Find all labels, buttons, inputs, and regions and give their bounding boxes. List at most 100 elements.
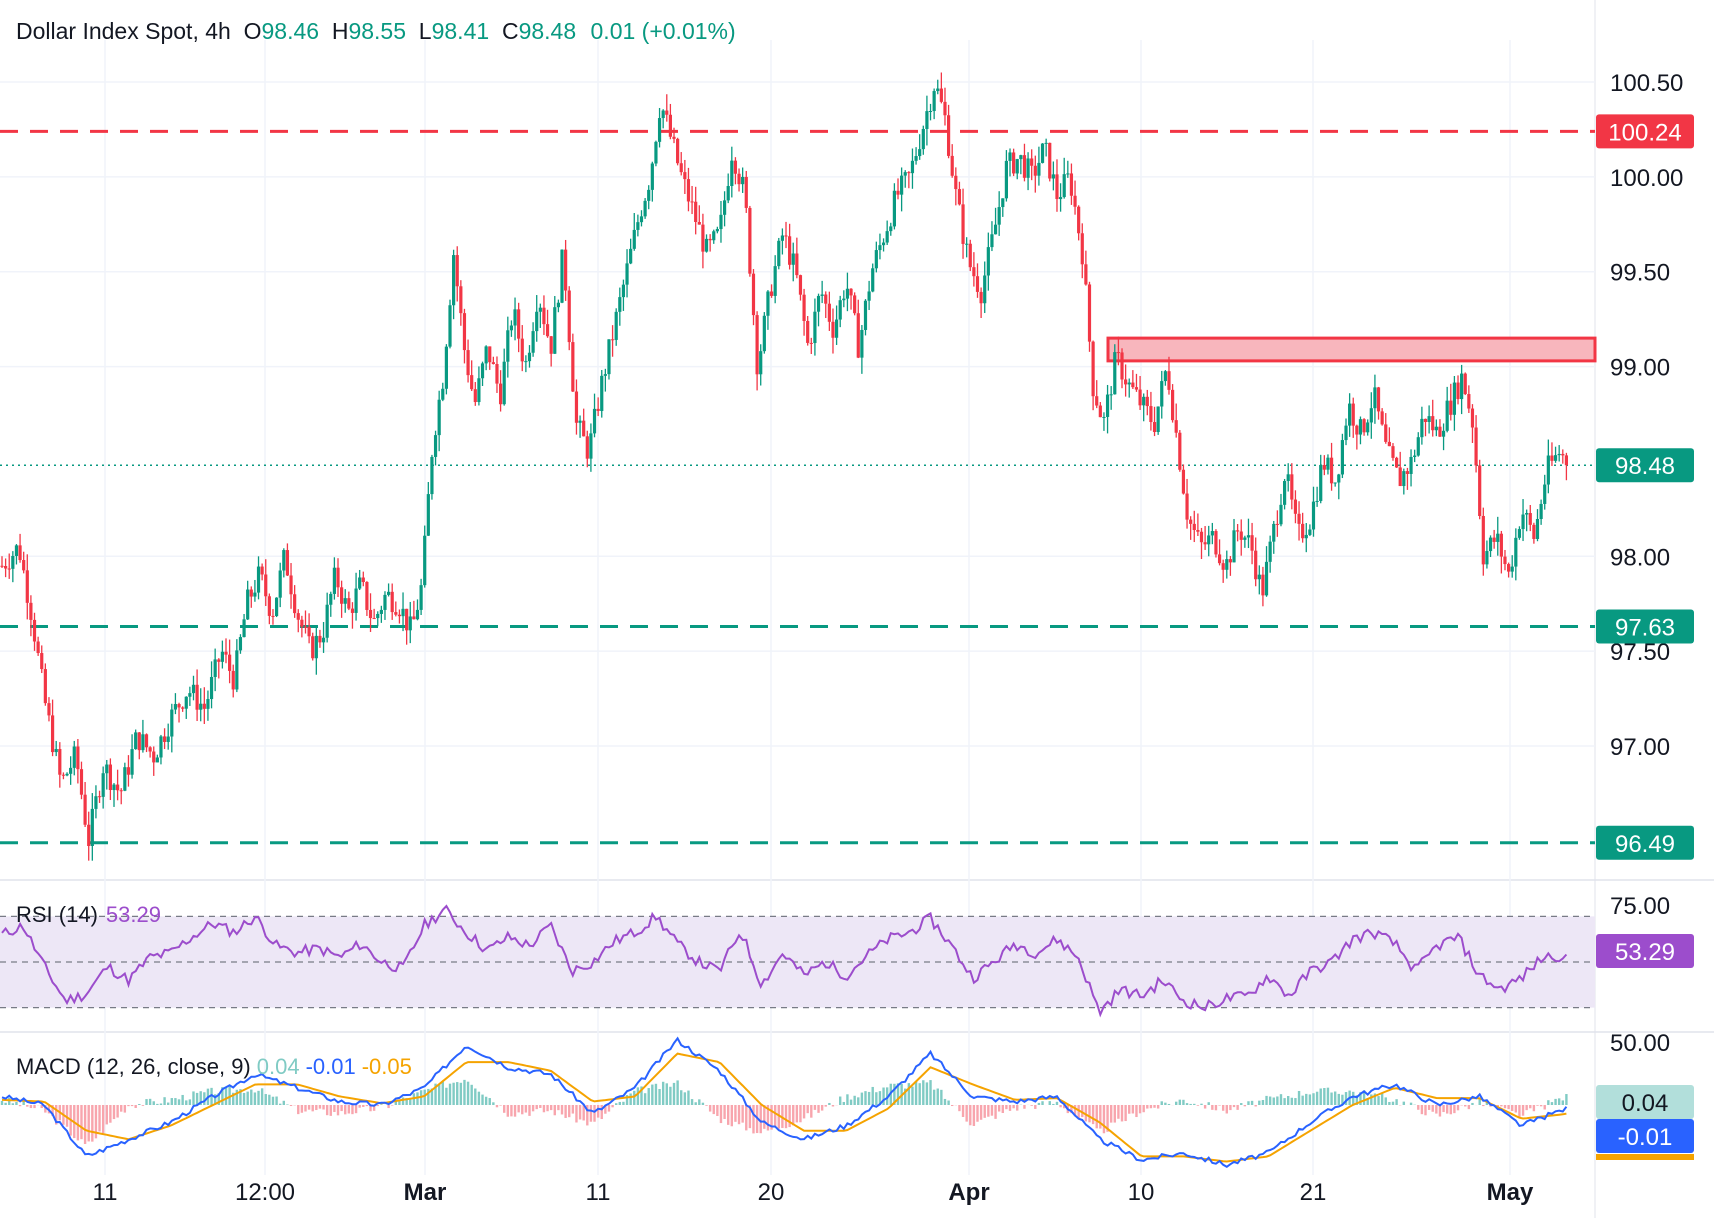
candle (1391, 443, 1395, 461)
rsi-tag: 53.29 (1596, 934, 1694, 968)
candle (61, 772, 66, 780)
candle-body (267, 596, 271, 616)
candle (1069, 163, 1074, 205)
candle-body (1293, 499, 1298, 514)
candle (1015, 158, 1019, 180)
candle-body (1189, 519, 1193, 524)
candle-body (1326, 457, 1330, 470)
candle (437, 390, 441, 452)
candle-body (444, 346, 448, 389)
candle-body (228, 654, 232, 671)
candle (25, 554, 29, 620)
candle (1478, 459, 1482, 520)
candle (7, 553, 11, 579)
macd-label: MACD (12, 26, close, 9) (16, 1054, 251, 1079)
candle (1221, 559, 1225, 583)
candle-body (777, 240, 781, 267)
candle (1553, 446, 1558, 463)
candle (1535, 509, 1540, 542)
candle-body (69, 767, 73, 774)
candle (76, 738, 80, 784)
candle-body (1163, 371, 1167, 382)
candle-body (365, 582, 369, 610)
candle (824, 291, 828, 319)
candle-body (502, 361, 506, 405)
candle (47, 697, 51, 722)
candle (643, 198, 647, 219)
candle (513, 297, 517, 341)
candle (296, 609, 300, 633)
candle (990, 221, 994, 252)
candle-body (332, 567, 336, 594)
candle-body (885, 231, 889, 243)
rsi-tag-text: 53.29 (1615, 939, 1675, 966)
candle (1138, 376, 1142, 410)
candle-body (177, 704, 181, 708)
candle-body (54, 748, 58, 753)
candle-body (329, 593, 333, 605)
candle-body (1304, 534, 1308, 539)
candle-body (1116, 352, 1120, 354)
candle-body (1445, 400, 1449, 431)
candle-body (1145, 396, 1149, 407)
candle (957, 181, 962, 206)
candle (1105, 384, 1110, 434)
candle-body (1423, 418, 1428, 422)
candle (1116, 336, 1120, 366)
candle (181, 706, 185, 712)
candle (639, 210, 644, 227)
candle-body (715, 229, 719, 232)
candle-body (726, 186, 730, 201)
candle (842, 290, 846, 308)
candle (1113, 344, 1117, 395)
candle (618, 287, 622, 326)
candle (968, 239, 972, 272)
candle-body (119, 790, 123, 792)
low-value: 98.41 (431, 18, 490, 44)
candle (697, 205, 701, 225)
candle (1304, 523, 1308, 553)
candle-body (853, 295, 857, 314)
candle (1546, 439, 1550, 494)
candle-body (1452, 382, 1457, 415)
candle-body (719, 214, 723, 230)
candle (1420, 406, 1424, 445)
candle (1344, 418, 1348, 446)
candle (889, 222, 893, 236)
candle-body (152, 751, 156, 763)
candle-body (1553, 455, 1558, 461)
candle (195, 669, 199, 722)
candle-body (1463, 373, 1467, 395)
candle (213, 648, 217, 692)
candle-body (856, 313, 860, 358)
candle (762, 312, 766, 354)
candle-body (1080, 233, 1084, 265)
candle (983, 261, 987, 314)
candle (972, 252, 976, 287)
candle (1275, 510, 1279, 537)
candle (769, 284, 774, 298)
candle-body (1210, 531, 1214, 536)
candle-body (116, 784, 120, 791)
candle-body (1557, 453, 1561, 456)
candle (834, 305, 839, 345)
candle (928, 103, 933, 121)
candle-body (231, 670, 235, 690)
levels (0, 129, 1597, 845)
candle (202, 687, 206, 724)
candle-body (571, 342, 575, 392)
candle-body (1351, 403, 1355, 426)
candle (556, 299, 560, 313)
candle-body (94, 796, 98, 809)
candle-body (1124, 379, 1128, 385)
candle (1236, 524, 1240, 542)
candle (137, 732, 141, 760)
candle (509, 320, 514, 337)
candle-body (741, 176, 745, 185)
candle-body (1001, 198, 1005, 208)
high-label: H (331, 18, 349, 44)
candle (1474, 415, 1478, 473)
candle-body (1185, 493, 1189, 520)
candle-body (126, 767, 131, 775)
